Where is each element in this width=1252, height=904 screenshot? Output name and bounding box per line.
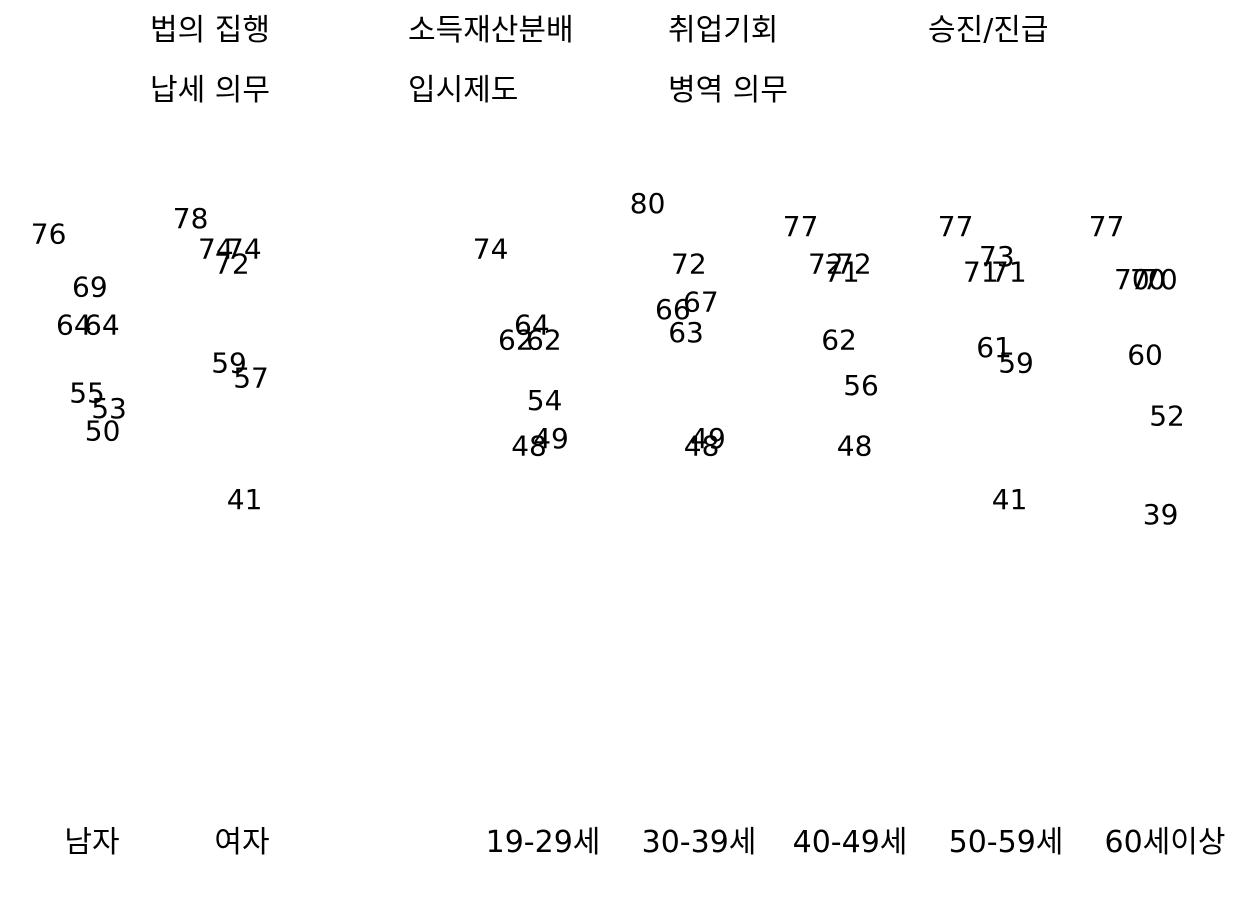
data-label: 55 [69, 377, 105, 410]
data-label: 73 [979, 240, 1015, 273]
data-label: 64 [514, 308, 550, 341]
data-label: 72 [836, 248, 872, 281]
data-label: 60 [1127, 339, 1163, 372]
x-tick-label: 남자 [64, 825, 119, 860]
data-label: 72 [214, 248, 250, 281]
data-label: 52 [1149, 399, 1185, 432]
data-label: 74 [198, 233, 234, 266]
data-label: 62 [821, 324, 857, 357]
data-label: 54 [527, 384, 563, 417]
legend-entry-tax: 납세 의무 [150, 73, 270, 108]
data-label: 48 [511, 430, 547, 463]
data-label: 50 [85, 415, 121, 448]
x-tick-label: 60세이상 [1105, 825, 1226, 860]
data-label: 48 [684, 430, 720, 463]
data-label: 72 [671, 248, 707, 281]
x-tick-label: 여자 [214, 825, 269, 860]
data-label: 74 [226, 233, 262, 266]
data-label: 49 [690, 422, 726, 455]
data-label: 80 [630, 187, 666, 220]
legend-entry-promotion: 승진/진급 [928, 13, 1049, 48]
legend-entry-employment: 취업기회 [668, 13, 779, 48]
data-label: 66 [655, 293, 691, 326]
data-label: 71 [963, 255, 999, 288]
data-label: 41 [227, 483, 263, 516]
data-label: 64 [84, 308, 120, 341]
legend-entry-admission: 입시제도 [408, 73, 519, 108]
data-label: 67 [683, 286, 719, 319]
data-label: 72 [808, 248, 844, 281]
legend-entry-law: 법의 집행 [150, 13, 270, 48]
data-label: 39 [1143, 498, 1179, 531]
legend-entry-military: 병역 의무 [668, 73, 788, 108]
data-label: 71 [824, 255, 860, 288]
x-tick-label: 50-59세 [949, 825, 1064, 860]
data-label: 74 [473, 233, 509, 266]
data-label: 64 [56, 308, 92, 341]
data-label: 63 [668, 316, 704, 349]
x-tick-label: 40-49세 [793, 825, 908, 860]
chart-legend: 법의 집행 소득재산분배 취업기회 승진/진급 납세 의무 입시제도 병역 의무 [0, 0, 1252, 130]
data-label: 59 [998, 346, 1034, 379]
data-label: 70 [1142, 263, 1178, 296]
data-label: 77 [783, 210, 819, 243]
data-label: 77 [938, 210, 974, 243]
x-tick-label: 19-29세 [486, 825, 601, 860]
data-label: 56 [843, 369, 879, 402]
data-label: 69 [72, 270, 108, 303]
data-label: 62 [526, 324, 562, 357]
data-label: 41 [992, 483, 1028, 516]
data-label: 61 [976, 331, 1012, 364]
data-label: 78 [173, 202, 209, 235]
data-label: 57 [233, 361, 269, 394]
data-label: 48 [837, 430, 873, 463]
data-label: 49 [533, 422, 569, 455]
data-label: 77 [1089, 210, 1125, 243]
data-label: 53 [91, 392, 127, 425]
data-label: 76 [31, 217, 67, 250]
data-label: 70 [1114, 263, 1150, 296]
x-tick-label: 30-39세 [642, 825, 757, 860]
legend-entry-income: 소득재산분배 [408, 13, 574, 48]
data-label: 70 [1130, 263, 1166, 296]
data-label: 62 [498, 324, 534, 357]
data-label: 71 [991, 255, 1027, 288]
data-label: 59 [211, 346, 247, 379]
